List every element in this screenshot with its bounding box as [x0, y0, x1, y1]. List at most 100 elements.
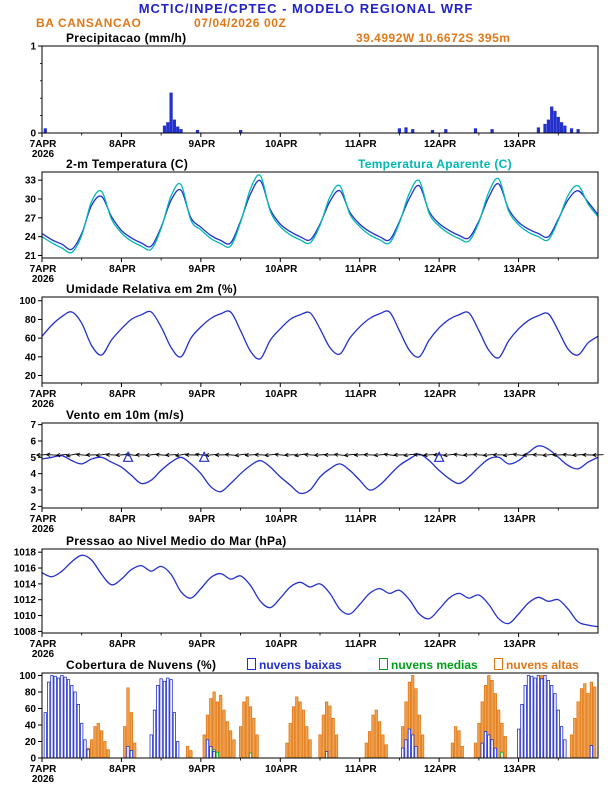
page-title: MCTIC/INPE/CPTEC - MODELO REGIONAL WRF — [138, 1, 474, 16]
nuvens-baixas-bar — [126, 746, 130, 759]
precipitacao-bar — [536, 127, 541, 134]
nuvens-altas-bar — [93, 726, 97, 759]
nuvens-altas-bar — [291, 706, 296, 759]
umidade-y-tick-label: 20 — [25, 371, 37, 382]
nuvens-baixas-bar — [523, 685, 527, 759]
x-tick-label: 8APR — [109, 639, 136, 650]
precipitacao-bar — [543, 123, 547, 134]
nuvens-altas-bar — [318, 734, 322, 759]
nuvens-altas-bar — [460, 746, 464, 759]
x-tick-label: 7APR — [30, 139, 57, 150]
nuvens-altas-bar — [106, 749, 110, 759]
legend-high-clouds-label: nuvens altas — [506, 658, 579, 672]
temperatura-y-tick-label: 30 — [25, 194, 37, 205]
nuvens-altas-bar — [255, 734, 259, 759]
x-tick-label: 10APR — [265, 139, 298, 150]
legend-high-clouds: nuvens altas — [494, 658, 579, 672]
nuvens-baixas-bar — [43, 712, 47, 759]
pressao-y-tick-label: 1016 — [14, 564, 37, 575]
precipitacao-bar — [560, 122, 564, 134]
nuvens-altas-bar — [503, 736, 507, 759]
run-datetime: 07/04/2026 00Z — [194, 16, 287, 30]
wind-marker-icon — [198, 450, 210, 462]
nuvens-altas-bar — [321, 714, 325, 759]
nuvens-baixas-bar — [63, 676, 67, 759]
legend-low-clouds: nuvens baixas — [247, 658, 342, 672]
nuvens-baixas-bar — [520, 704, 524, 759]
nuvens-baixas-bar — [47, 681, 51, 759]
x-tick-label: 9APR — [189, 764, 216, 775]
panel-title-apparent-temperature: Temperatura Aparente (C) — [358, 157, 512, 171]
pressao-y-tick-label: 1014 — [14, 579, 37, 590]
nuvens-altas-bar — [457, 730, 461, 759]
precipitacao-bar — [550, 106, 554, 134]
nuvens-baixas-bar — [546, 680, 551, 759]
x-tick-year: 2026 — [32, 774, 55, 785]
nuvens-baixas-bar — [76, 704, 80, 759]
precipitacao-bar — [397, 128, 402, 134]
x-tick-year: 2026 — [32, 524, 55, 535]
precipitacao-bar — [162, 125, 167, 134]
nuvens-baixas-bar — [480, 742, 484, 759]
pressao-nivel-mar-line — [41, 554, 599, 628]
nuvens-baixas-bar — [152, 709, 157, 759]
panel-title-wind: Vento em 10m (m/s) — [66, 408, 185, 422]
nuvens-baixas-bar — [66, 679, 71, 759]
x-tick-label: 11APR — [345, 139, 377, 150]
nuvens-baixas-bar — [533, 677, 537, 759]
nuvens-altas-bar — [285, 742, 289, 759]
nuvens-altas-bar — [252, 718, 256, 759]
temperatura-2m-line — [41, 179, 599, 251]
nuvens-altas-bar — [576, 701, 580, 759]
nuvens-altas-bar — [219, 694, 223, 759]
nuvens-baixas-bar — [589, 745, 594, 759]
nuvens-baixas-bar — [540, 678, 544, 759]
wind-marker-icon — [122, 450, 134, 462]
wind-marker-icon — [433, 450, 445, 462]
nuvens-altas-bar — [222, 709, 226, 759]
location-coords: 39.4992W 10.6672S 395m — [356, 31, 511, 45]
precipitacao-bar — [43, 128, 47, 134]
nuvens-altas-bar — [232, 739, 236, 759]
x-tick-label: 7APR — [30, 264, 57, 275]
nuvens-baixas-bar — [60, 675, 64, 759]
x-tick-label: 12APR — [424, 389, 457, 400]
nuvens-y-tick-label: 60 — [25, 704, 37, 715]
nuvens-altas-bar — [133, 742, 137, 759]
nuvens-altas-bar — [364, 742, 368, 759]
precipitacao-bar — [569, 128, 574, 134]
nuvens-baixas-bar — [493, 747, 498, 759]
x-tick-label: 11APR — [345, 389, 377, 400]
x-tick-label: 9APR — [189, 139, 216, 150]
nuvens-y-tick-label: 0 — [30, 754, 36, 765]
low-clouds-swatch-icon — [247, 658, 256, 670]
umidade-y-tick-label: 40 — [25, 352, 37, 363]
nuvens-baixas-bar — [53, 675, 57, 759]
precipitacao-bar — [546, 119, 551, 134]
vento-y-tick-label: 3 — [30, 486, 36, 497]
vento-y-tick-label: 4 — [30, 469, 36, 480]
nuvens-altas-bar — [331, 718, 335, 759]
nuvens-altas-bar — [377, 721, 382, 759]
nuvens-altas-bar — [298, 701, 302, 759]
precipitacao-bar — [576, 129, 580, 134]
x-tick-label: 12APR — [424, 514, 457, 525]
nuvens-altas-bar — [215, 701, 219, 759]
nuvens-altas-bar — [569, 734, 574, 759]
legend-mid-clouds-label: nuvens medias — [391, 658, 478, 672]
nuvens-baixas-bar — [556, 709, 560, 759]
x-tick-year: 2026 — [32, 399, 55, 410]
x-tick-label: 10APR — [265, 264, 298, 275]
x-tick-label: 11APR — [345, 264, 377, 275]
nuvens-baixas-bar — [80, 722, 84, 759]
x-tick-label: 10APR — [265, 639, 298, 650]
nuvens-baixas-bar — [411, 734, 415, 759]
nuvens-baixas-bar — [414, 746, 418, 759]
x-tick-label: 13APR — [503, 389, 536, 400]
